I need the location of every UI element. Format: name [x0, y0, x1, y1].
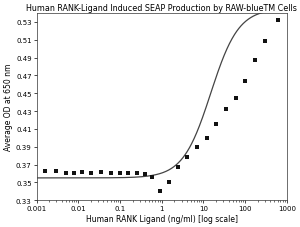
Point: [143, 173, 148, 176]
Point: [262, 40, 267, 44]
Point: [204, 136, 209, 140]
Title: Human RANK-Ligand Induced SEAP Production by RAW-blueTM Cells: Human RANK-Ligand Induced SEAP Productio…: [26, 4, 297, 13]
Point: [118, 172, 122, 175]
Point: [63, 172, 68, 175]
Point: [72, 171, 76, 175]
Point: [252, 59, 257, 63]
Point: [150, 175, 155, 179]
Point: [99, 170, 103, 174]
Point: [134, 172, 139, 175]
Point: [167, 181, 171, 184]
Point: [233, 96, 238, 100]
Point: [54, 169, 59, 173]
Point: [43, 169, 47, 173]
Point: [108, 171, 113, 175]
Point: [184, 155, 189, 159]
Point: [214, 123, 218, 127]
Point: [88, 171, 93, 175]
Point: [176, 166, 181, 169]
Point: [194, 145, 199, 149]
Point: [158, 190, 162, 193]
Point: [243, 79, 248, 83]
Point: [275, 19, 280, 23]
Point: [79, 170, 84, 174]
X-axis label: Human RANK Ligand (ng/ml) [log scale]: Human RANK Ligand (ng/ml) [log scale]: [86, 214, 238, 223]
Point: [224, 108, 229, 112]
Y-axis label: Average OD at 650 nm: Average OD at 650 nm: [4, 64, 13, 151]
Point: [126, 171, 131, 175]
